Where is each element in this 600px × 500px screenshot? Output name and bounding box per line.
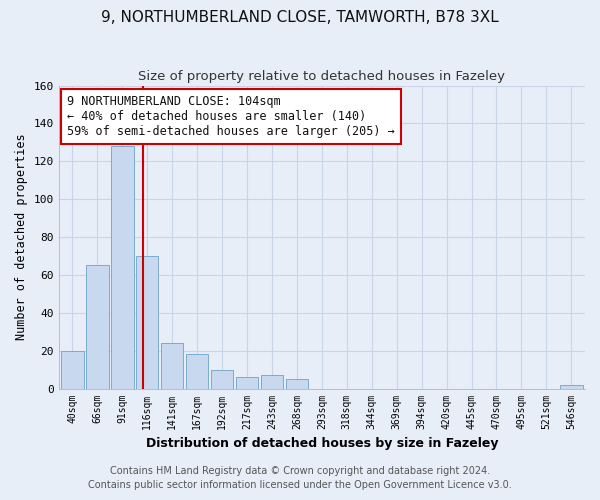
Y-axis label: Number of detached properties: Number of detached properties <box>15 134 28 340</box>
Bar <box>61 350 83 389</box>
Bar <box>286 379 308 388</box>
Text: Contains HM Land Registry data © Crown copyright and database right 2024.
Contai: Contains HM Land Registry data © Crown c… <box>88 466 512 490</box>
Bar <box>236 377 258 388</box>
Text: 9 NORTHUMBERLAND CLOSE: 104sqm
← 40% of detached houses are smaller (140)
59% of: 9 NORTHUMBERLAND CLOSE: 104sqm ← 40% of … <box>67 95 395 138</box>
Bar <box>261 376 283 388</box>
Text: 9, NORTHUMBERLAND CLOSE, TAMWORTH, B78 3XL: 9, NORTHUMBERLAND CLOSE, TAMWORTH, B78 3… <box>101 10 499 25</box>
Bar <box>136 256 158 388</box>
X-axis label: Distribution of detached houses by size in Fazeley: Distribution of detached houses by size … <box>146 437 498 450</box>
Bar <box>211 370 233 388</box>
Title: Size of property relative to detached houses in Fazeley: Size of property relative to detached ho… <box>139 70 505 83</box>
Bar <box>161 343 184 388</box>
Bar <box>111 146 134 388</box>
Bar <box>186 354 208 388</box>
Bar <box>560 385 583 388</box>
Bar <box>86 266 109 388</box>
